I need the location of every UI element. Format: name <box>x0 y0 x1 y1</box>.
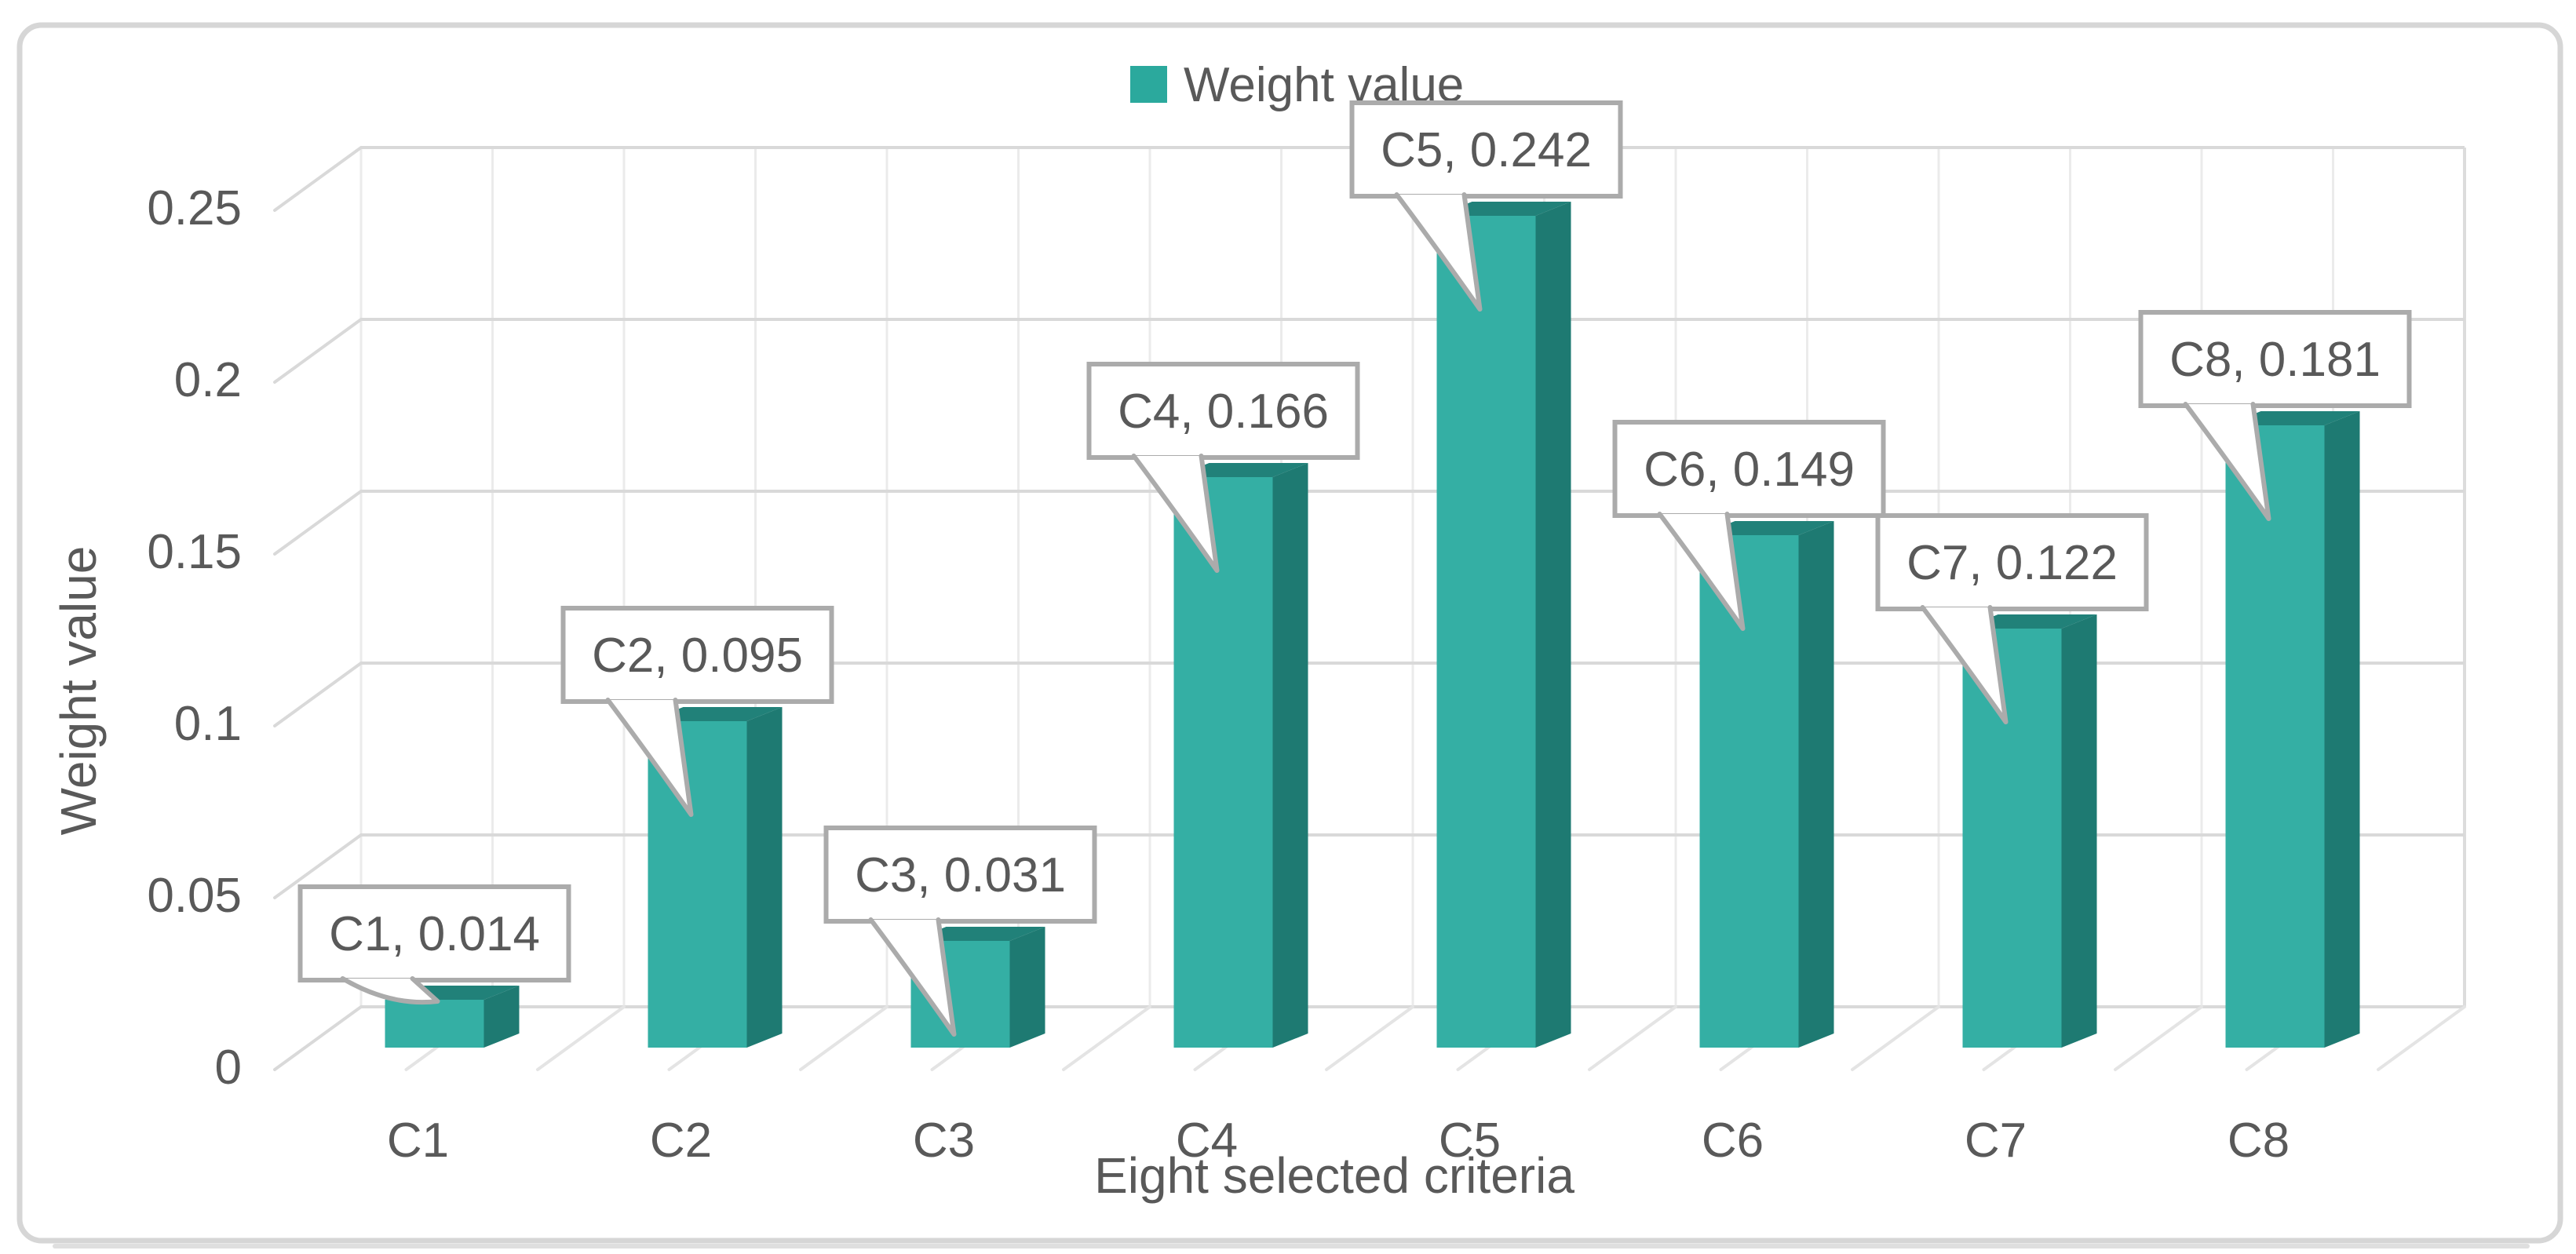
ytick-0.1: 0.1 <box>174 697 242 751</box>
callout-c3: C3, 0.031 <box>823 826 1097 1037</box>
bar-c2 <box>648 707 783 1048</box>
svg-text:C7, 0.122: C7, 0.122 <box>1906 536 2118 590</box>
callout-c7: C7, 0.122 <box>1875 513 2149 724</box>
bar-series-weight-value <box>385 202 2360 1048</box>
cat-label-c6: C6 <box>1702 1114 1764 1168</box>
x-axis-title: Eight selected criteria <box>1094 1147 1574 1204</box>
callout-c2: C2, 0.095 <box>560 606 834 817</box>
ytick-0.15: 0.15 <box>147 525 242 579</box>
svg-text:C8, 0.181: C8, 0.181 <box>2169 333 2381 387</box>
cat-label-c5: C5 <box>1439 1114 1501 1168</box>
y-axis-title: Weight value <box>50 546 107 836</box>
svg-text:C6, 0.149: C6, 0.149 <box>1644 443 1855 497</box>
data-label-callouts: C1, 0.014 C2, 0.095 C3, 0.031 C4, 0.166 … <box>297 100 2412 1037</box>
svg-text:C2, 0.095: C2, 0.095 <box>592 629 803 683</box>
cat-label-c3: C3 <box>913 1114 975 1168</box>
legend-swatch <box>1130 66 1167 103</box>
cat-label-c1: C1 <box>387 1114 449 1168</box>
category-axis-labels: C1 C2 C3 C4 C5 C6 C7 C8 <box>387 1114 2290 1168</box>
cat-label-c4: C4 <box>1176 1114 1238 1168</box>
bar-c8 <box>2225 411 2360 1048</box>
cat-label-c8: C8 <box>2228 1114 2290 1168</box>
callout-c1: C1, 0.014 <box>297 884 571 1005</box>
bar-c6 <box>1699 521 1834 1048</box>
cat-label-c7: C7 <box>1965 1114 2027 1168</box>
ytick-0.2: 0.2 <box>174 353 242 407</box>
bar-c4 <box>1173 463 1308 1048</box>
svg-text:C1, 0.014: C1, 0.014 <box>329 907 540 961</box>
callout-c4: C4, 0.166 <box>1086 362 1360 573</box>
ytick-0: 0 <box>215 1041 242 1095</box>
callout-c6: C6, 0.149 <box>1612 420 1886 631</box>
value-axis-tick-lines <box>273 146 363 1071</box>
chart-frame <box>16 22 2563 1244</box>
bar-c5 <box>1436 202 1571 1048</box>
ytick-0.05: 0.05 <box>147 869 242 923</box>
value-axis-labels: 0.25 0.2 0.15 0.1 0.05 0 <box>147 181 242 1095</box>
callout-c8: C8, 0.181 <box>2138 310 2412 521</box>
svg-text:C4, 0.166: C4, 0.166 <box>1118 385 1329 439</box>
cat-label-c2: C2 <box>650 1114 712 1168</box>
callout-c5: C5, 0.242 <box>1349 100 1623 312</box>
ytick-0.25: 0.25 <box>147 181 242 235</box>
bar-c7 <box>1962 614 2097 1048</box>
svg-text:C3, 0.031: C3, 0.031 <box>855 848 1066 902</box>
svg-text:C5, 0.242: C5, 0.242 <box>1381 123 1592 177</box>
